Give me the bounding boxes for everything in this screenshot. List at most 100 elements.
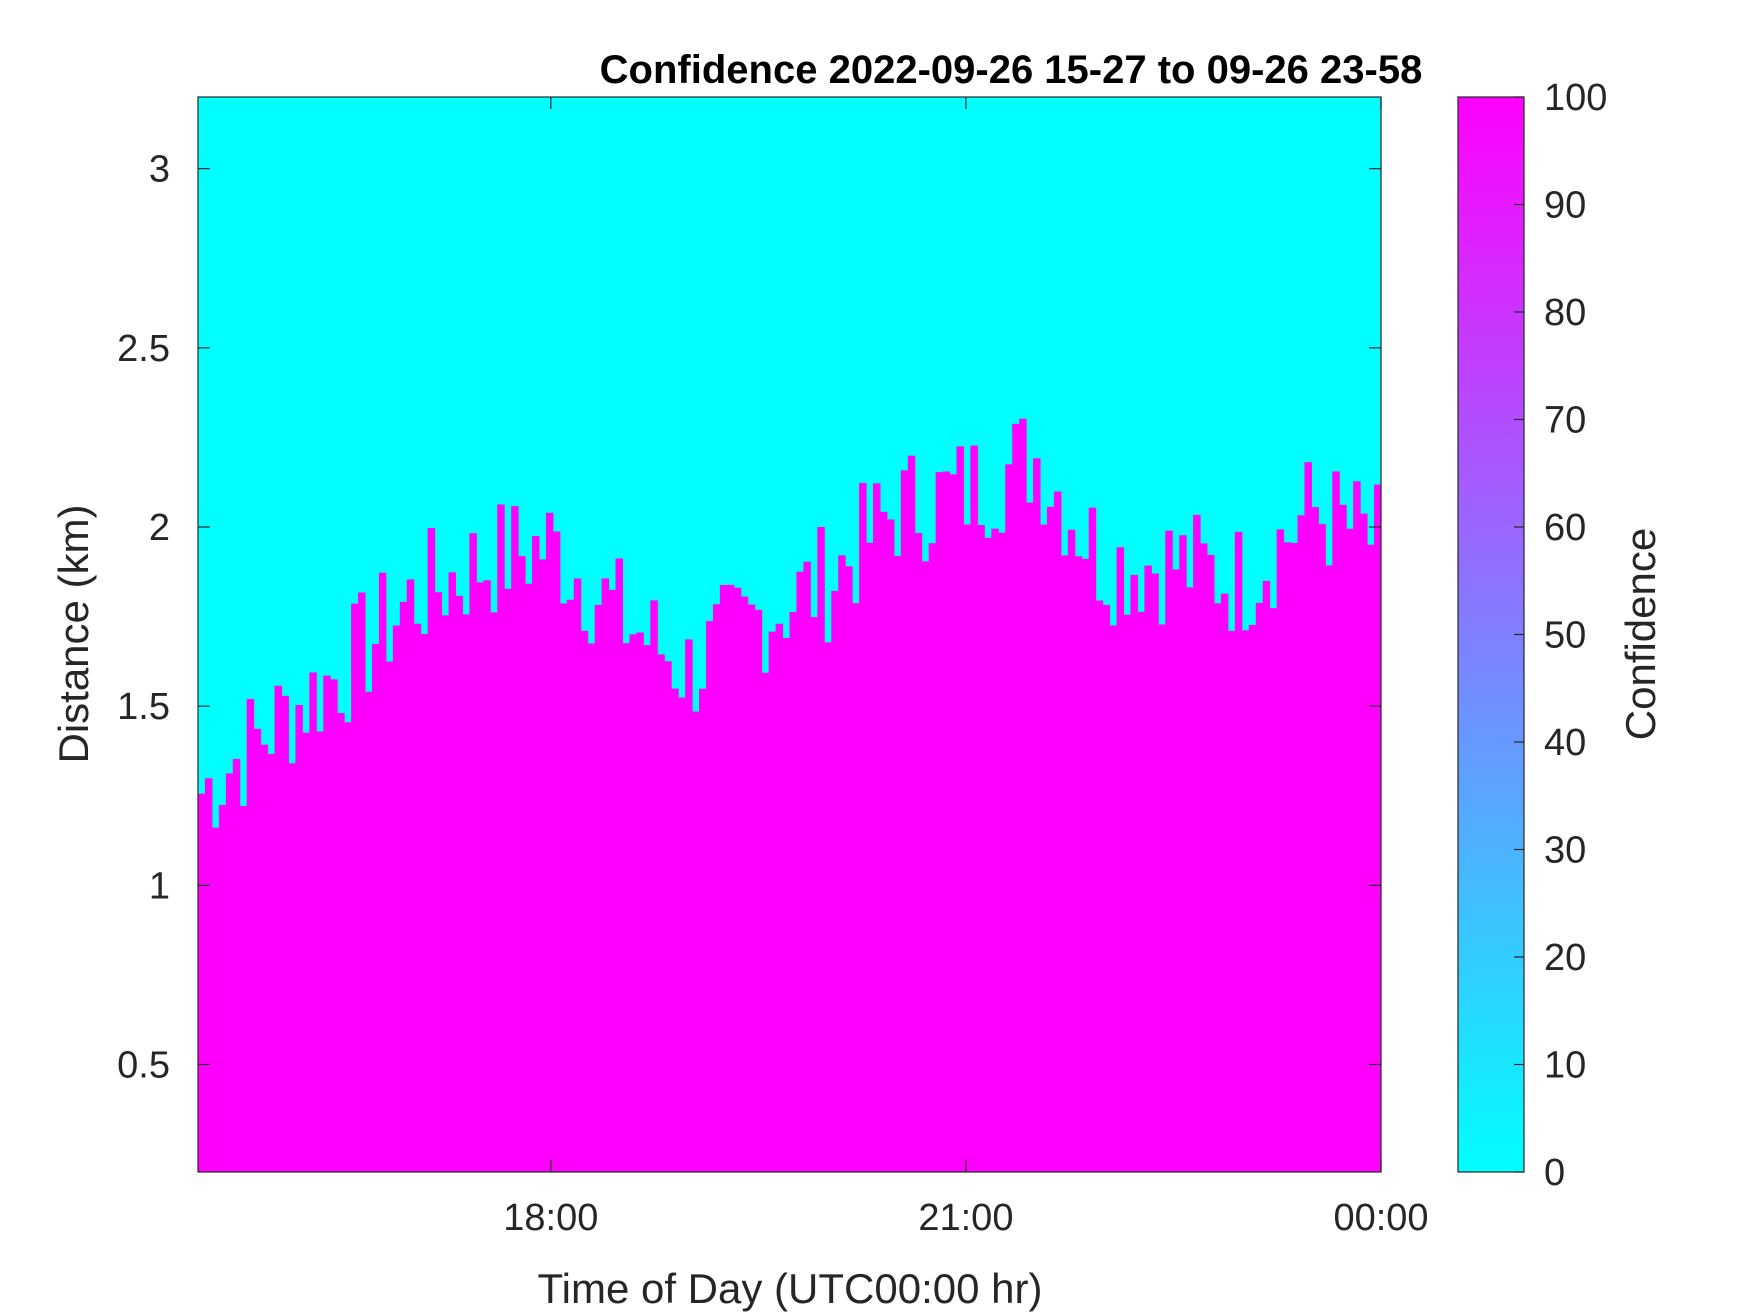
heatmap-column	[942, 471, 951, 1172]
heatmap-column	[726, 584, 735, 1172]
heatmap-column	[1283, 542, 1292, 1172]
heatmap-column	[1026, 502, 1034, 1172]
heatmap-column	[330, 679, 338, 1172]
heatmap-column	[469, 533, 477, 1172]
heatmap-column	[998, 532, 1006, 1172]
heatmap-column	[448, 572, 456, 1172]
heatmap-column	[900, 470, 909, 1172]
heatmap-column	[1262, 580, 1271, 1172]
heatmap-column	[239, 806, 248, 1172]
heatmap-column	[545, 512, 554, 1172]
heatmap-column	[462, 614, 470, 1172]
heatmap-column	[1172, 569, 1180, 1172]
heatmap-column	[441, 615, 450, 1172]
heatmap-column	[1165, 530, 1173, 1172]
x-axis-label: Time of Day (UTC00:00 hr)	[538, 1265, 1043, 1312]
colorbar-ticks: 0 10 20 30 40 50 60 70 80 90 100	[1514, 77, 1607, 1194]
heatmap-column	[622, 643, 630, 1172]
heatmap-column	[434, 592, 443, 1172]
heatmap-column	[803, 561, 811, 1172]
heatmap-column	[873, 483, 881, 1173]
heatmap-column	[1088, 507, 1097, 1172]
heatmap-column	[371, 644, 380, 1172]
heatmap-column	[211, 827, 220, 1172]
heatmap-column	[692, 711, 700, 1172]
colorbar-tick-label: 100	[1544, 77, 1607, 119]
heatmap-column	[1200, 543, 1208, 1172]
heatmap-column	[1144, 565, 1152, 1172]
heatmap-column	[1123, 614, 1131, 1172]
heatmap-column	[1012, 423, 1020, 1172]
heatmap-column	[504, 588, 512, 1172]
heatmap-column	[1304, 462, 1312, 1173]
heatmap-column	[1005, 464, 1013, 1173]
heatmap-column	[323, 675, 331, 1172]
heatmap-column	[455, 595, 463, 1172]
heatmap-column	[1360, 513, 1368, 1172]
x-tick-label: 21:00	[918, 1197, 1013, 1239]
heatmap-column	[761, 672, 770, 1172]
heatmap-column	[650, 600, 658, 1172]
heatmap-column	[525, 583, 533, 1172]
heatmap-column	[483, 580, 491, 1172]
heatmap-cells	[198, 97, 1382, 1173]
heatmap-column	[365, 691, 373, 1172]
heatmap-column	[879, 511, 888, 1173]
heatmap-column	[1151, 573, 1159, 1172]
heatmap-column	[1019, 418, 1027, 1172]
heatmap-column	[1332, 471, 1340, 1172]
heatmap-column	[866, 542, 874, 1172]
heatmap-column	[1060, 555, 1069, 1172]
heatmap-column	[267, 753, 276, 1172]
heatmap-column	[664, 661, 672, 1172]
heatmap-column	[406, 579, 415, 1172]
heatmap-column	[754, 609, 763, 1172]
heatmap-column	[629, 634, 637, 1172]
chart-title: Confidence 2022-09-26 15-27 to 09-26 23-…	[600, 48, 1423, 92]
heatmap-column	[712, 604, 721, 1172]
heatmap-column	[775, 623, 784, 1172]
heatmap-column	[956, 446, 964, 1172]
heatmap-column	[977, 524, 985, 1172]
heatmap-column	[552, 531, 561, 1172]
heatmap-column	[198, 793, 206, 1172]
colorbar-tick-label: 0	[1544, 1152, 1565, 1194]
heatmap-column	[511, 506, 519, 1172]
heatmap-column	[733, 587, 742, 1172]
x-axis-ticks: 18:00 21:00 00:00	[503, 97, 1429, 1239]
colorbar-tick-label: 70	[1544, 400, 1586, 442]
colorbar-tick-label: 10	[1544, 1045, 1586, 1087]
heatmap-column	[699, 688, 707, 1172]
heatmap-column	[399, 601, 408, 1172]
heatmap-column	[601, 578, 610, 1172]
y-tick-label: 0.5	[117, 1045, 170, 1087]
heatmap-column	[559, 603, 568, 1172]
heatmap-column	[1067, 529, 1076, 1172]
heatmap-column	[643, 645, 651, 1172]
heatmap-column	[538, 559, 547, 1172]
heatmap-column	[928, 543, 937, 1172]
heatmap-column	[246, 699, 255, 1172]
heatmap-column	[309, 672, 317, 1172]
y-tick-label: 3	[149, 149, 170, 191]
heatmap-column	[1353, 481, 1361, 1172]
heatmap-column	[1269, 608, 1278, 1172]
heatmap-column	[378, 572, 387, 1172]
heatmap-column	[810, 617, 818, 1172]
heatmap-column	[573, 578, 582, 1172]
heatmap-column	[768, 631, 777, 1172]
heatmap-column	[1255, 602, 1264, 1172]
heatmap-column	[1095, 600, 1104, 1172]
x-tick-label: 00:00	[1333, 1197, 1428, 1239]
heatmap-column	[935, 472, 944, 1172]
heatmap-column	[1081, 558, 1090, 1172]
heatmap-column	[427, 528, 436, 1172]
heatmap-column	[1102, 604, 1111, 1172]
heatmap-column	[295, 704, 303, 1172]
heatmap-column	[281, 695, 289, 1172]
heatmap-column	[413, 623, 422, 1172]
heatmap-column	[1186, 587, 1194, 1172]
heatmap-column	[351, 603, 359, 1172]
heatmap-column	[789, 612, 797, 1172]
